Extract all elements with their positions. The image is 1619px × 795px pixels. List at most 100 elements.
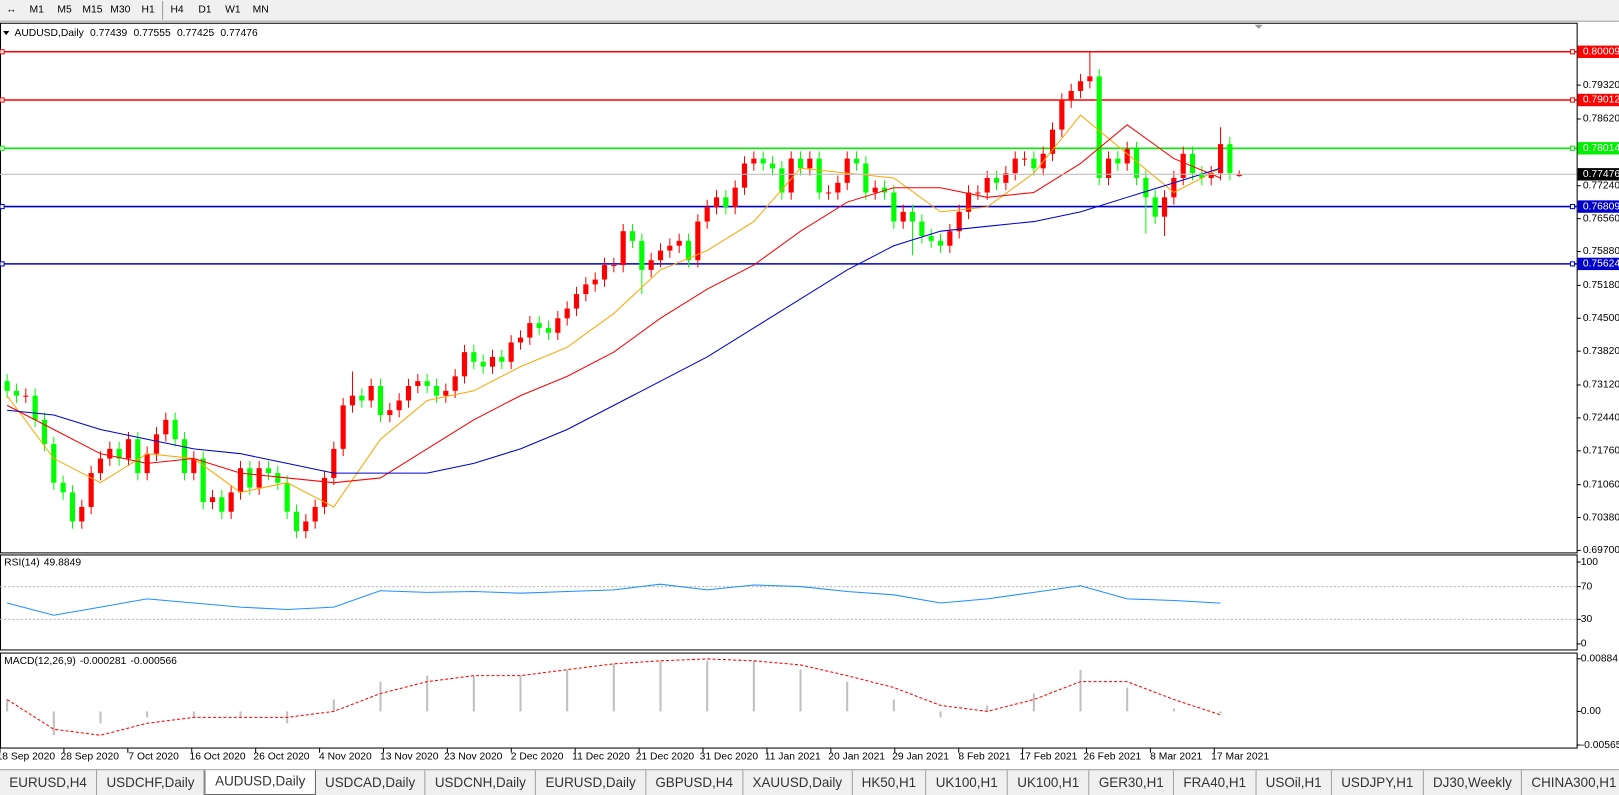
candle-body bbox=[79, 506, 85, 522]
chart-tab[interactable]: FRA40,H1 bbox=[1174, 770, 1257, 795]
timeframe-button[interactable]: MN bbox=[252, 4, 269, 16]
chart-tab[interactable]: UK100,H1 bbox=[1008, 770, 1090, 795]
timeframe-button[interactable]: W1 bbox=[225, 4, 241, 16]
candle-body bbox=[321, 477, 328, 507]
level-label-box bbox=[1577, 257, 1619, 271]
x-tick-label: 17 Mar 2021 bbox=[1211, 752, 1269, 763]
candle-body bbox=[209, 497, 216, 503]
candle-body bbox=[900, 211, 906, 222]
indicator-title: MACD(12,26,9) -0.000281 -0.000566 bbox=[4, 656, 177, 667]
timeframe-button[interactable]: M15 bbox=[82, 4, 103, 16]
chart-tab[interactable]: EURUSD,H4 bbox=[0, 770, 98, 795]
main-panel bbox=[0, 22, 1578, 554]
candle-body bbox=[312, 506, 318, 522]
x-tick-label: 18 Sep 2020 bbox=[0, 752, 55, 763]
candle-body bbox=[1105, 158, 1112, 178]
indicator-value: 49.8849 bbox=[44, 557, 82, 568]
timeframe-button[interactable]: D1 bbox=[198, 4, 212, 16]
timeframe-button[interactable]: M1 bbox=[29, 4, 44, 16]
macd-bar bbox=[472, 675, 475, 712]
candle-body bbox=[4, 381, 10, 391]
candle-body bbox=[1236, 174, 1242, 177]
y-tick-label: 0.74500 bbox=[1583, 313, 1619, 324]
x-tick-label: 23 Nov 2020 bbox=[444, 752, 503, 763]
candle-body bbox=[667, 245, 673, 251]
candle-body bbox=[611, 265, 617, 267]
candle-body bbox=[331, 448, 337, 478]
timeframe-button[interactable]: M5 bbox=[57, 4, 72, 16]
candle-body bbox=[844, 158, 850, 183]
macd-bar bbox=[706, 660, 709, 712]
ohlc-value: 0.77425 bbox=[177, 28, 215, 39]
candle-body bbox=[489, 356, 496, 367]
chart-tab[interactable]: USDCAD,Daily bbox=[316, 770, 426, 795]
chart-tab[interactable]: HK50,H1 bbox=[852, 770, 927, 795]
candle-body bbox=[835, 182, 841, 193]
candle-body bbox=[788, 158, 794, 193]
candle-body bbox=[480, 361, 486, 367]
candle-body bbox=[1161, 197, 1168, 217]
candle-body bbox=[1087, 76, 1093, 82]
candle-body bbox=[116, 448, 122, 459]
chart-tab[interactable]: USDCNH,Daily bbox=[426, 770, 537, 795]
chart-tab[interactable]: GER30,H1 bbox=[1090, 770, 1175, 795]
candle-body bbox=[713, 197, 720, 208]
candle-body bbox=[583, 284, 589, 295]
macd-panel bbox=[0, 652, 1578, 749]
macd-bar bbox=[1079, 669, 1082, 712]
candle-body bbox=[676, 240, 682, 246]
candle-body bbox=[1152, 197, 1158, 217]
chart-tab[interactable]: USDJPY,H1 bbox=[1332, 770, 1424, 795]
cursor-icon[interactable]: ↔ bbox=[6, 4, 17, 16]
y-tick-label: 0.00884 bbox=[1581, 653, 1619, 664]
x-tick-label: 29 Jan 2021 bbox=[892, 752, 949, 763]
macd-bar bbox=[99, 711, 102, 724]
toolbar: ↔ M1 M5 M15 M30 H1 H4 D1 W1 MN bbox=[0, 0, 1619, 22]
candle-body bbox=[545, 327, 552, 333]
candle-body bbox=[741, 163, 748, 188]
timeframe-button[interactable]: H4 bbox=[162, 1, 191, 20]
chart-tab[interactable]: DJ30,Weekly bbox=[1424, 770, 1523, 795]
macd-bar bbox=[566, 669, 569, 712]
chart-tab[interactable]: AUDUSD,Daily bbox=[204, 770, 316, 795]
candle-body bbox=[368, 385, 374, 401]
chart-tab[interactable]: USOil,H1 bbox=[1256, 770, 1332, 795]
level-handle bbox=[1569, 203, 1576, 210]
chart-tab[interactable]: USDCHF,Daily bbox=[97, 770, 205, 795]
candle-body bbox=[125, 439, 132, 459]
candle-body bbox=[265, 468, 272, 474]
ohlc-value: 0.77476 bbox=[220, 28, 258, 39]
moving-average bbox=[6, 124, 1221, 484]
symbol: AUDUSD,Daily bbox=[14, 28, 84, 39]
y-tick-label: 0.75180 bbox=[1583, 280, 1619, 291]
chart-tab[interactable]: CHINA300,H1 bbox=[1522, 770, 1619, 795]
level-handle bbox=[1569, 49, 1576, 55]
y-tick-label: 70 bbox=[1581, 581, 1593, 592]
chart-tab[interactable]: XAUUSD,Daily bbox=[743, 770, 853, 795]
tab-bar: EURUSD,H4 USDCHF,Daily AUDUSD,Daily USDCAD,… bbox=[0, 769, 1619, 795]
chart-tab[interactable]: EURUSD,Daily bbox=[536, 770, 647, 795]
candle-body bbox=[471, 352, 477, 362]
candle-body bbox=[1115, 158, 1121, 164]
candle-body bbox=[1217, 144, 1224, 174]
y-tick-label: 0.71060 bbox=[1583, 479, 1619, 490]
chart-tab[interactable]: GBPUSD,H4 bbox=[646, 770, 744, 795]
y-tick-label: 0.69700 bbox=[1583, 545, 1619, 556]
macd-bar bbox=[612, 663, 615, 712]
candle-body bbox=[1171, 177, 1177, 198]
candle-body bbox=[181, 439, 188, 474]
macd-bar bbox=[519, 675, 522, 712]
x-tick-label: 2 Dec 2020 bbox=[511, 752, 564, 763]
candle-body bbox=[51, 444, 57, 483]
level-label-box bbox=[1577, 45, 1619, 58]
chart-tab[interactable]: UK100,H1 bbox=[926, 770, 1008, 795]
candle-body bbox=[424, 381, 430, 386]
timeframe-button[interactable]: M30 bbox=[110, 4, 131, 16]
macd-bar bbox=[846, 681, 849, 712]
candle-body bbox=[284, 482, 290, 512]
moving-average bbox=[6, 114, 1221, 508]
y-tick-label: 0.75880 bbox=[1583, 246, 1619, 257]
macd-bar bbox=[146, 711, 149, 718]
timeframe-button[interactable]: H1 bbox=[141, 4, 155, 16]
